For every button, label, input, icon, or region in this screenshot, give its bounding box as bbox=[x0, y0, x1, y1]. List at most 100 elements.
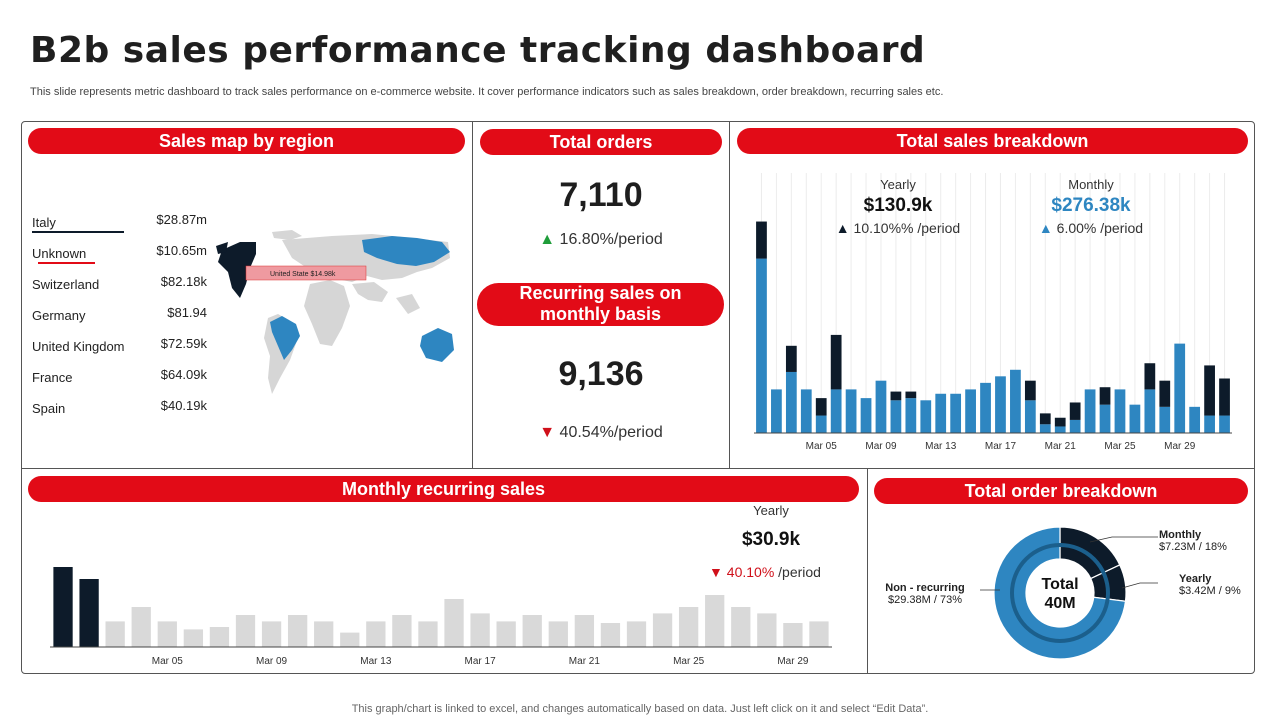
world-map[interactable]: United State $14.98k bbox=[212, 228, 467, 398]
bar bbox=[53, 567, 73, 647]
bar bbox=[626, 621, 647, 647]
tick-label: Mar 05 bbox=[152, 656, 184, 667]
bar bbox=[392, 615, 412, 647]
ob-yearly: Yearly $3.42M / 9% bbox=[1179, 573, 1241, 597]
region-name: Italy bbox=[32, 215, 56, 230]
bar-navy bbox=[830, 334, 842, 390]
ob-yearly-value: $3.42M / 9% bbox=[1179, 585, 1241, 597]
region-name: Unknown bbox=[32, 246, 87, 261]
tick-label: Mar 25 bbox=[673, 656, 705, 667]
bar bbox=[287, 615, 308, 647]
bar-navy bbox=[1159, 380, 1171, 407]
bar-navy bbox=[785, 345, 797, 372]
tick-label: Mar 21 bbox=[569, 656, 601, 667]
bar-navy bbox=[905, 391, 917, 399]
bar-blue bbox=[1099, 404, 1111, 433]
triangle-up-icon: ▲ bbox=[539, 231, 556, 248]
recurring-title-line2: monthly basis bbox=[539, 304, 662, 324]
map-land-navy bbox=[216, 242, 256, 298]
donut-hole bbox=[1027, 560, 1093, 626]
bar bbox=[340, 632, 360, 647]
mr-yearly-value: $30.9k bbox=[741, 529, 801, 550]
bar-navy bbox=[1024, 380, 1036, 401]
ob-monthly-value: $7.23M / 18% bbox=[1159, 541, 1227, 553]
bar bbox=[183, 629, 204, 647]
region-value: $64.09k bbox=[160, 367, 207, 382]
recurring-delta-text: 40.54%/period bbox=[559, 424, 663, 441]
bar bbox=[79, 579, 99, 647]
bar-blue bbox=[1114, 389, 1126, 433]
divider-horizontal bbox=[22, 468, 1254, 469]
tick-label: Mar 09 bbox=[865, 441, 897, 452]
region-row-italy: Italy $28.87m bbox=[32, 212, 207, 230]
sb-yearly-delta-text: 10.10%% /period bbox=[853, 220, 961, 236]
bar bbox=[366, 621, 386, 647]
bar bbox=[783, 623, 803, 647]
bar-blue bbox=[1024, 400, 1036, 433]
bar-blue bbox=[1159, 406, 1171, 433]
page-title: B2b sales performance tracking dashboard bbox=[30, 30, 926, 71]
bar bbox=[705, 595, 725, 647]
monthly-recurring-title: Monthly recurring sales bbox=[28, 476, 859, 502]
bar bbox=[470, 613, 490, 647]
region-row-united-kingdom: United Kingdom $72.59k bbox=[32, 336, 207, 354]
bar bbox=[314, 621, 334, 647]
total-orders-value: 7,110 bbox=[559, 176, 643, 214]
bar bbox=[235, 615, 256, 647]
bar-navy bbox=[890, 391, 902, 401]
bar-blue bbox=[1204, 415, 1215, 433]
donut-center-line1: Total bbox=[1041, 576, 1079, 593]
tick-label: Mar 29 bbox=[777, 656, 809, 667]
sales-map-title: Sales map by region bbox=[28, 128, 465, 154]
bar-blue bbox=[1144, 389, 1156, 433]
region-row-france: France $64.09k bbox=[32, 367, 207, 385]
bar bbox=[209, 627, 230, 647]
divider-vertical-1 bbox=[472, 122, 473, 468]
bar-blue bbox=[1010, 369, 1021, 433]
bar-blue bbox=[756, 258, 767, 433]
recurring-sales-value: 9,136 bbox=[558, 355, 644, 393]
bar-blue bbox=[1189, 406, 1201, 433]
donut-inner-ring bbox=[1010, 543, 1110, 643]
bar bbox=[731, 607, 751, 647]
bar-navy bbox=[756, 221, 767, 259]
bar-blue bbox=[800, 389, 812, 433]
recurring-sales-title: Recurring sales on monthly basis bbox=[477, 283, 724, 326]
bar bbox=[131, 607, 151, 647]
region-name: Spain bbox=[32, 401, 66, 416]
map-land-blue bbox=[270, 236, 454, 362]
tick-label: Mar 17 bbox=[465, 656, 497, 667]
bar-blue bbox=[1054, 426, 1066, 433]
tick-label: Mar 05 bbox=[806, 441, 838, 452]
bar-blue bbox=[1129, 404, 1141, 433]
order-breakdown-donut bbox=[993, 526, 1127, 660]
ob-nonrec-value: $29.38M / 73% bbox=[888, 594, 962, 606]
region-row-spain: Spain $40.19k bbox=[32, 398, 207, 416]
region-name: Germany bbox=[32, 308, 86, 323]
bar-blue bbox=[1174, 343, 1186, 433]
sb-yearly-label: Yearly bbox=[880, 177, 916, 192]
bar-navy bbox=[1069, 402, 1081, 420]
bar-navy bbox=[1144, 363, 1156, 390]
map-tooltip: United State $14.98k bbox=[270, 271, 336, 278]
recurring-title-line1: Recurring sales on bbox=[519, 283, 682, 303]
bar-navy bbox=[815, 398, 827, 416]
bar-blue bbox=[785, 371, 797, 433]
bar-blue bbox=[995, 376, 1006, 433]
region-value: $81.94 bbox=[167, 305, 207, 320]
ob-nonrec: Non - recurring $29.38M / 73% bbox=[866, 582, 984, 606]
donut-leader-lines bbox=[980, 536, 1158, 591]
tick-label: Mar 13 bbox=[925, 441, 957, 452]
italy-underline bbox=[32, 231, 124, 233]
tick-label: Mar 25 bbox=[1104, 441, 1136, 452]
region-name: United Kingdom bbox=[32, 339, 125, 354]
mr-delta-pct: 40.10% bbox=[726, 564, 775, 580]
bar-navy bbox=[1219, 378, 1230, 416]
bar bbox=[652, 613, 673, 647]
dashboard-frame bbox=[21, 121, 1255, 674]
triangle-up-icon: ▲ bbox=[835, 220, 850, 236]
bar-blue bbox=[920, 400, 932, 433]
monthly-recurring-chart: Mar 05 Mar 09 Mar 13 Mar 17 Mar 21 Mar 25 Mar … bbox=[50, 567, 832, 667]
total-orders-delta: ▲ 16.80%/period bbox=[480, 231, 722, 249]
bar bbox=[757, 613, 777, 647]
